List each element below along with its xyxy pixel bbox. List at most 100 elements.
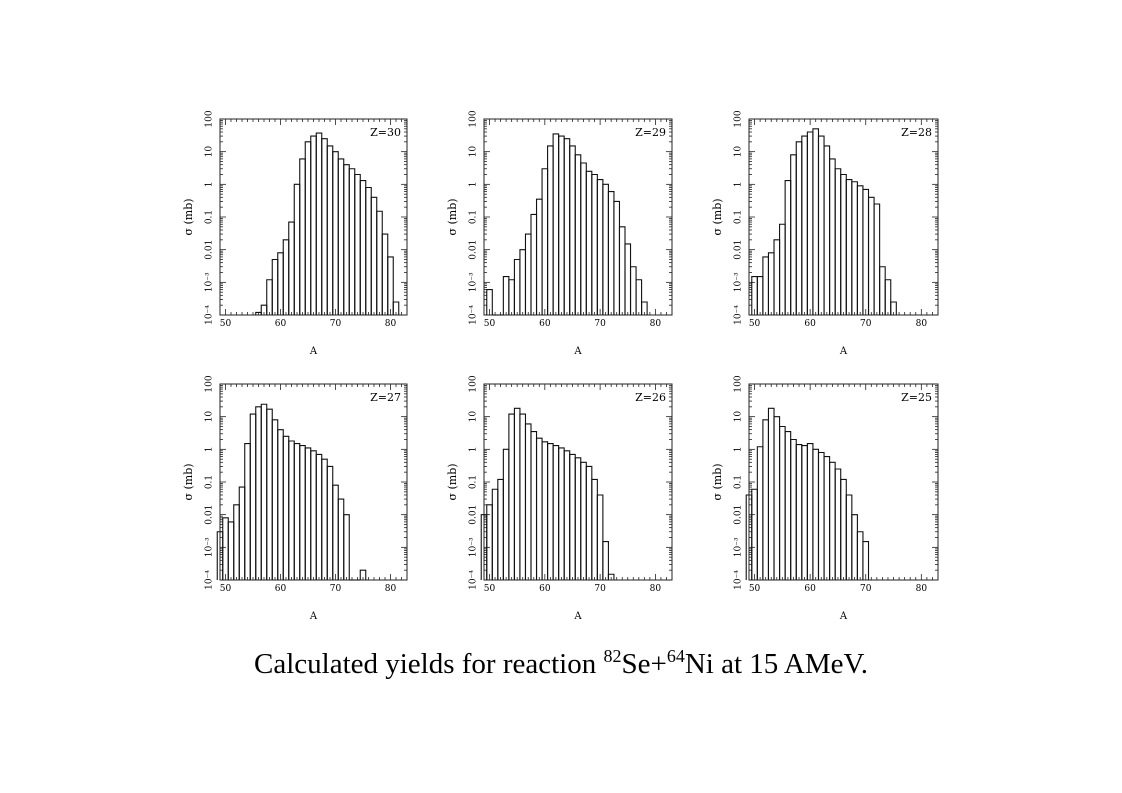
histogram-bin	[641, 301, 648, 315]
histogram-bin	[530, 431, 538, 580]
histogram-bin	[762, 256, 770, 315]
x-tick-label: 80	[385, 584, 397, 594]
x-axis-label: A	[309, 611, 318, 622]
histogram-bin	[574, 457, 582, 580]
y-tick-label: 0.01	[734, 505, 744, 525]
histogram-bin	[304, 447, 312, 580]
y-tick-label: 0.01	[205, 240, 215, 260]
histogram-bin	[767, 252, 775, 315]
plot-frame	[483, 118, 673, 316]
panel-5: 10⁻⁴ 10⁻³ 0.01 0.1 1 10 100 50 60 70 80 Aσ (mb) Z=26	[446, 375, 673, 622]
histogram-bin	[591, 478, 598, 580]
panel-label: Z=27	[370, 391, 401, 404]
histogram-bin	[359, 569, 367, 580]
y-tick-label: 10⁻⁴	[205, 570, 215, 590]
y-tick-label: 0.01	[205, 505, 215, 525]
histogram-bin	[315, 132, 323, 315]
histogram-bin	[862, 188, 870, 315]
histogram-bin	[227, 521, 235, 580]
x-tick-label: 70	[860, 319, 872, 329]
y-axis-label: σ (mb)	[711, 198, 724, 235]
histogram-bin	[790, 154, 797, 315]
y-tick-label: 10	[734, 146, 744, 158]
histogram-bin	[260, 403, 268, 580]
y-tick-label: 10⁻⁴	[205, 305, 215, 325]
plot-frame	[748, 118, 939, 316]
histogram-bin	[233, 504, 240, 580]
histogram-bin	[779, 425, 786, 580]
histogram-bin	[524, 423, 532, 580]
x-tick-label: 50	[749, 319, 761, 329]
y-tick-label: 0.01	[469, 240, 479, 260]
histogram-bin	[376, 210, 383, 315]
histogram-bin	[629, 266, 637, 315]
x-tick-label: 70	[860, 584, 872, 594]
x-tick-label: 60	[539, 319, 551, 329]
y-tick-label: 100	[469, 375, 479, 392]
histogram-bin	[602, 541, 609, 580]
histogram-bin	[784, 180, 792, 315]
x-tick-label: 50	[749, 584, 761, 594]
histogram-bin	[806, 131, 814, 315]
histogram-bin	[508, 413, 515, 580]
histogram-bin	[288, 440, 295, 580]
histogram-bin	[563, 138, 571, 315]
y-tick-label: 10⁻³	[205, 272, 215, 292]
histogram-bin	[332, 484, 339, 580]
histogram-bin	[795, 444, 803, 580]
y-tick-label: 100	[469, 110, 479, 127]
histogram-bin	[602, 183, 609, 315]
histogram-bin	[282, 435, 290, 580]
histogram-bin	[756, 446, 764, 580]
panel-1: 10⁻⁴ 10⁻³ 0.01 0.1 1 10 100 50 60 70 80 Aσ (mb) Z=30	[182, 110, 408, 357]
histogram-bin	[845, 179, 853, 315]
histogram-bin	[817, 451, 825, 580]
histogram-bin	[779, 223, 786, 315]
histogram-bin	[266, 408, 273, 580]
histogram-bin	[354, 173, 361, 315]
y-tick-label: 10⁻⁴	[469, 305, 479, 325]
caption-mass-number-se: 82	[603, 646, 622, 666]
x-tick-label: 70	[594, 319, 606, 329]
histogram-bin	[558, 447, 565, 580]
panel-4: 10⁻⁴ 10⁻³ 0.01 0.1 1 10 100 50 60 70 80 Aσ (mb) Z=27	[182, 375, 408, 622]
histogram-bin	[326, 465, 334, 580]
histogram-bin	[486, 289, 493, 315]
histogram-bin	[845, 494, 853, 580]
histogram-bin	[817, 135, 825, 315]
histogram-bin	[801, 445, 808, 580]
y-tick-label: 10⁻⁴	[734, 570, 744, 590]
histogram-bin	[552, 133, 560, 315]
x-tick-label: 50	[484, 584, 496, 594]
y-tick-label: 0.01	[469, 505, 479, 525]
histogram-bin	[277, 252, 284, 315]
histogram-bin	[288, 221, 295, 315]
histogram-bin	[392, 301, 400, 315]
y-axis-label: σ (mb)	[182, 198, 195, 235]
caption-text-3: Ni at 15 AMeV.	[684, 648, 868, 680]
histogram-bin	[840, 478, 847, 580]
panel-3: 10⁻⁴ 10⁻³ 0.01 0.1 1 10 100 50 60 70 80 Aσ (mb) Z=28	[711, 110, 939, 357]
histogram-bin	[370, 196, 378, 315]
histogram-bin	[613, 200, 621, 315]
histogram-bin	[326, 145, 334, 315]
histogram-bin	[332, 151, 339, 315]
histogram-bin	[890, 301, 897, 315]
histogram-bin	[524, 233, 532, 315]
histogram-bin	[873, 203, 881, 315]
panel-label: Z=30	[370, 126, 401, 139]
histogram-bin	[530, 213, 538, 315]
histogram-bin	[293, 443, 301, 580]
y-tick-label: 0.1	[205, 210, 215, 224]
histogram-bin	[834, 468, 842, 580]
y-axis-label: σ (mb)	[711, 463, 724, 500]
y-tick-label: 0.01	[734, 240, 744, 260]
histogram-bin	[547, 145, 554, 315]
x-tick-label: 60	[804, 319, 816, 329]
plot-frame	[219, 118, 408, 316]
histogram-bin	[840, 173, 847, 315]
x-axis-label: A	[839, 611, 848, 622]
histogram-bin	[249, 413, 257, 580]
panel-label: Z=29	[635, 126, 666, 139]
histogram-bin	[607, 191, 615, 315]
